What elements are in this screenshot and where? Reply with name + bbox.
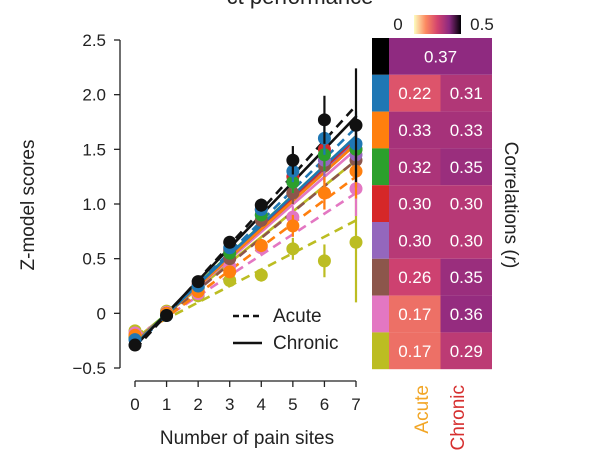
heatmap-cell bbox=[389, 332, 441, 370]
data-point bbox=[254, 268, 268, 282]
heatmap-col-label-acute: Acute bbox=[412, 385, 433, 434]
right-label-r: r bbox=[500, 256, 521, 263]
colorbar-gradient bbox=[414, 15, 461, 34]
x-tick-label: 6 bbox=[320, 395, 329, 414]
heatmap-cell bbox=[389, 111, 441, 149]
colorbar-min-label: 0 bbox=[393, 15, 402, 34]
heatmap-cell bbox=[440, 74, 492, 112]
heatmap-cell bbox=[440, 258, 492, 296]
heatmap-row-color-swatch bbox=[372, 258, 389, 296]
heatmap-cell bbox=[389, 38, 492, 75]
data-point bbox=[317, 186, 331, 200]
heatmap-col-label-chronic: Chronic bbox=[448, 385, 469, 450]
data-point bbox=[286, 242, 300, 256]
heatmap-cell-label: 0.17 bbox=[398, 342, 431, 361]
heatmap-row-color-swatch bbox=[372, 111, 389, 149]
y-tick-label: 0.5 bbox=[82, 250, 106, 269]
x-tick-label: 1 bbox=[162, 395, 171, 414]
heatmap-cell-label: 0.22 bbox=[398, 84, 431, 103]
heatmap-cell bbox=[440, 332, 492, 370]
data-point bbox=[317, 254, 331, 268]
data-point bbox=[286, 153, 300, 167]
heatmap-cell-label: 0.30 bbox=[398, 195, 431, 214]
x-tick-label: 3 bbox=[225, 395, 234, 414]
heatmap-cell bbox=[440, 185, 492, 222]
heatmap-row-color-swatch bbox=[372, 74, 389, 112]
data-point bbox=[317, 113, 331, 127]
acute-fit-line bbox=[134, 219, 357, 337]
y-tick-label: 1.0 bbox=[82, 195, 106, 214]
legend-chronic-label: Chronic bbox=[273, 333, 338, 354]
x-tick-label: 5 bbox=[288, 395, 297, 414]
heatmap-cell bbox=[389, 295, 441, 333]
y-tick-label: 0 bbox=[97, 304, 106, 323]
heatmap-cell-label: 0.35 bbox=[450, 158, 483, 177]
heatmap-row-color-swatch bbox=[372, 295, 389, 333]
y-tick-label: 1.5 bbox=[82, 140, 106, 159]
partial-title: ct performance bbox=[227, 0, 374, 9]
heatmap-cell-label: 0.36 bbox=[450, 305, 483, 324]
x-tick-label: 4 bbox=[257, 395, 266, 414]
heatmap-cell-label: 0.30 bbox=[450, 195, 483, 214]
heatmap-row-color-swatch bbox=[372, 332, 389, 370]
y-tick-label: −0.5 bbox=[72, 359, 106, 378]
heatmap-row-color-swatch bbox=[372, 38, 389, 75]
right-label-main: Correlations ( bbox=[500, 142, 521, 257]
heatmap-cell bbox=[389, 222, 441, 259]
data-point bbox=[254, 198, 268, 212]
right-label-end: ) bbox=[500, 262, 521, 268]
data-point bbox=[223, 235, 237, 249]
heatmap-cell-label: 0.31 bbox=[450, 84, 483, 103]
data-point bbox=[286, 219, 300, 233]
heatmap-row-color-swatch bbox=[372, 185, 389, 222]
data-point bbox=[128, 338, 142, 352]
heatmap-cell-label: 0.30 bbox=[398, 231, 431, 250]
colorbar-max-label: 0.5 bbox=[470, 15, 494, 34]
heatmap-cell bbox=[440, 148, 492, 186]
heatmap-cell-label: 0.35 bbox=[450, 268, 483, 287]
heatmap-cell bbox=[389, 258, 441, 296]
heatmap-cell bbox=[440, 111, 492, 149]
data-point bbox=[349, 118, 363, 132]
heatmap-row-color-swatch bbox=[372, 222, 389, 259]
heatmap-cell-label: 0.26 bbox=[398, 268, 431, 287]
heatmap-row-color-swatch bbox=[372, 148, 389, 186]
heatmap-cell-label: 0.30 bbox=[450, 231, 483, 250]
x-axis-label: Number of pain sites bbox=[160, 428, 334, 449]
heatmap-right-label: Correlations (r) bbox=[500, 142, 521, 269]
colorbar: 0 0.5 bbox=[393, 15, 494, 34]
legend-acute-label: Acute bbox=[273, 306, 322, 327]
y-axis-label: Z-model scores bbox=[18, 140, 39, 271]
heatmap-cell-label: 0.29 bbox=[450, 342, 483, 361]
legend: Acute Chronic bbox=[233, 306, 338, 354]
heatmap-cell-label: 0.33 bbox=[450, 121, 483, 140]
heatmap-cell bbox=[389, 185, 441, 222]
heatmap-cell bbox=[440, 222, 492, 259]
x-tick-label: 7 bbox=[351, 395, 360, 414]
data-point bbox=[160, 309, 174, 323]
data-point bbox=[349, 235, 363, 249]
heatmap-cell-label: 0.37 bbox=[424, 47, 457, 66]
line-plot: −0.5 0 0.5 1.0 1.5 2.0 2.5 0 1 2 3 4 5 6 7 bbox=[72, 31, 363, 414]
heatmap-cell-label: 0.17 bbox=[398, 305, 431, 324]
x-tick-label: 0 bbox=[130, 395, 139, 414]
heatmap-cell bbox=[440, 295, 492, 333]
data-point bbox=[223, 265, 237, 279]
correlation-heatmap: 0.37 0.22 0.31 0.33 0.33 0.32 0.35 0.30 0.30 0.30… bbox=[372, 38, 492, 370]
heatmap-cell bbox=[389, 74, 441, 112]
data-point bbox=[254, 239, 268, 253]
heatmap-cell-label: 0.32 bbox=[398, 158, 431, 177]
x-tick-label: 2 bbox=[193, 395, 202, 414]
heatmap-cell bbox=[389, 148, 441, 186]
data-point bbox=[191, 275, 205, 289]
heatmap-cell-label: 0.33 bbox=[398, 121, 431, 140]
y-tick-label: 2.0 bbox=[82, 86, 106, 105]
y-tick-label: 2.5 bbox=[82, 31, 106, 50]
